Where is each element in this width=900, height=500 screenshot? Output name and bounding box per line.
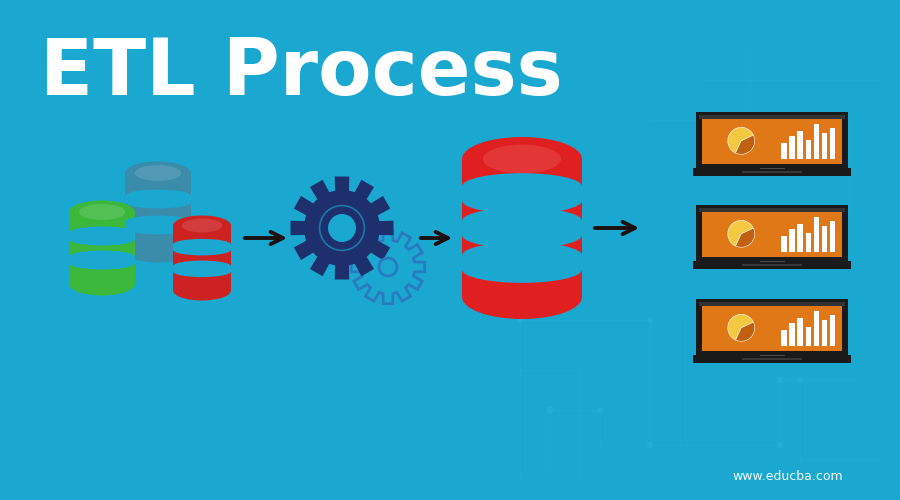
Bar (699, 302, 845, 306)
Ellipse shape (69, 233, 135, 245)
Ellipse shape (69, 250, 135, 263)
Bar (830, 128, 835, 159)
Ellipse shape (125, 190, 191, 202)
Bar (702, 212, 842, 257)
Ellipse shape (173, 266, 231, 277)
Bar (822, 226, 827, 252)
Text: www.educba.com: www.educba.com (733, 470, 842, 482)
Bar (830, 221, 835, 252)
Bar (797, 131, 803, 159)
Bar (125, 173, 191, 251)
Wedge shape (735, 228, 755, 248)
Ellipse shape (125, 222, 191, 234)
Bar (699, 116, 845, 118)
Bar (806, 232, 811, 252)
Ellipse shape (173, 216, 231, 236)
Bar (69, 257, 135, 263)
Ellipse shape (125, 240, 191, 262)
Ellipse shape (79, 204, 125, 220)
Ellipse shape (135, 165, 181, 181)
Bar (822, 132, 827, 159)
Bar (830, 315, 835, 346)
Wedge shape (735, 322, 755, 342)
Ellipse shape (462, 173, 582, 200)
Bar (781, 143, 787, 159)
Bar (693, 355, 851, 363)
Bar (814, 124, 819, 159)
Ellipse shape (173, 260, 231, 272)
Ellipse shape (182, 218, 222, 232)
Ellipse shape (462, 137, 582, 181)
Bar (693, 261, 851, 269)
Circle shape (518, 318, 523, 322)
Bar (173, 266, 231, 272)
Ellipse shape (483, 144, 561, 174)
Bar (69, 233, 135, 239)
Bar (69, 212, 135, 284)
Circle shape (547, 408, 553, 412)
Bar (797, 224, 803, 252)
Bar (789, 323, 795, 346)
Bar (462, 186, 582, 200)
Ellipse shape (125, 216, 191, 228)
Ellipse shape (173, 280, 231, 300)
Ellipse shape (462, 242, 582, 268)
Bar (702, 120, 842, 164)
Circle shape (647, 318, 652, 322)
Ellipse shape (69, 226, 135, 239)
Circle shape (598, 408, 602, 412)
Bar (781, 330, 787, 346)
Polygon shape (291, 176, 393, 280)
Bar (742, 170, 803, 172)
Circle shape (778, 442, 782, 448)
Bar (789, 136, 795, 159)
Circle shape (328, 214, 356, 242)
Text: ETL Process: ETL Process (40, 35, 563, 111)
Bar (806, 326, 811, 346)
Bar (173, 226, 231, 290)
Bar (462, 256, 582, 270)
Bar (806, 140, 811, 159)
Ellipse shape (69, 257, 135, 270)
Bar (742, 358, 803, 360)
Bar (814, 311, 819, 346)
Circle shape (778, 378, 782, 382)
Bar (696, 299, 848, 355)
Bar (125, 196, 191, 202)
Bar (789, 229, 795, 252)
Circle shape (647, 442, 652, 448)
Ellipse shape (462, 256, 582, 283)
Bar (173, 244, 231, 250)
Ellipse shape (462, 208, 582, 234)
Bar (462, 159, 582, 297)
Bar (699, 208, 845, 212)
Bar (125, 222, 191, 228)
Bar (702, 306, 842, 351)
Ellipse shape (462, 188, 582, 214)
Circle shape (797, 378, 803, 382)
Ellipse shape (462, 222, 582, 248)
Ellipse shape (462, 275, 582, 319)
Bar (693, 168, 851, 176)
Bar (696, 112, 848, 168)
Wedge shape (735, 135, 755, 154)
Ellipse shape (125, 196, 191, 208)
Wedge shape (728, 220, 753, 246)
Wedge shape (728, 128, 753, 153)
Bar (781, 236, 787, 252)
Ellipse shape (69, 200, 135, 224)
Ellipse shape (125, 162, 191, 184)
Bar (822, 320, 827, 346)
Bar (814, 217, 819, 252)
Ellipse shape (173, 244, 231, 256)
Wedge shape (728, 314, 753, 340)
Bar (742, 264, 803, 266)
Bar (462, 221, 582, 235)
Ellipse shape (173, 239, 231, 250)
Bar (696, 205, 848, 261)
Ellipse shape (69, 272, 135, 295)
Bar (797, 318, 803, 346)
